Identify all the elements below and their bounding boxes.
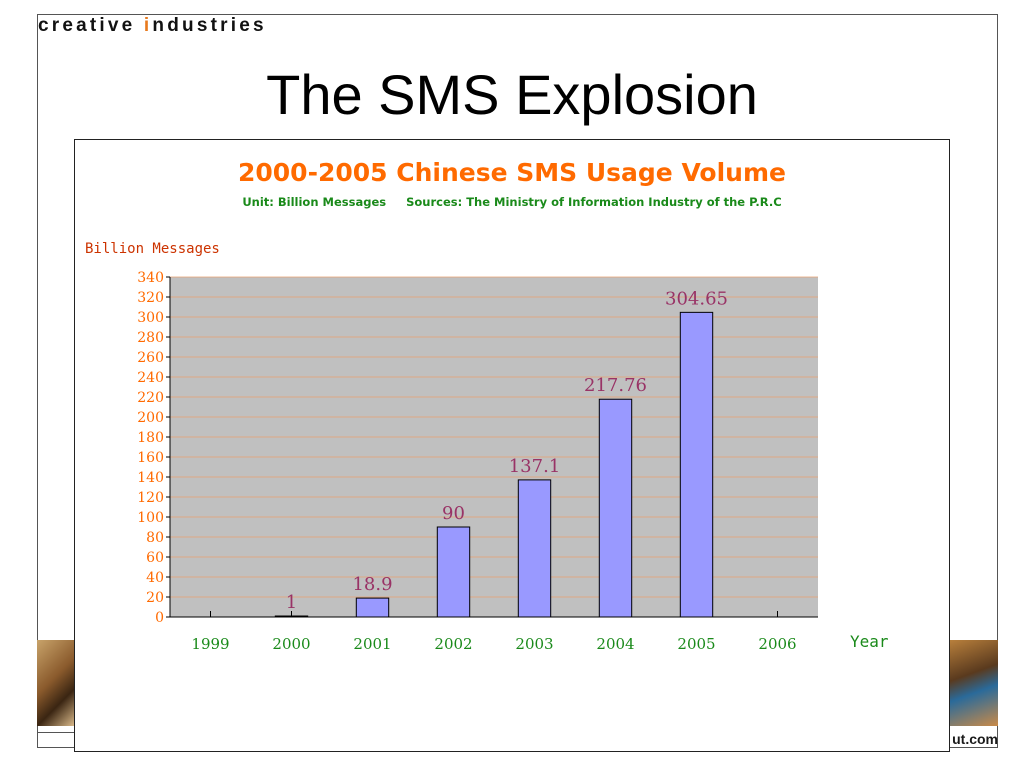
footer-url[interactable]: ut.com	[949, 731, 998, 749]
x-tick-label: 2004	[596, 635, 634, 653]
x-axis-label: Year	[850, 632, 889, 651]
y-tick-label: 240	[137, 370, 164, 386]
footer-divider	[37, 732, 74, 733]
plot-area	[170, 277, 818, 617]
y-axis-label: Billion Messages	[85, 241, 220, 257]
bar-2004	[598, 398, 633, 618]
y-tick-label: 40	[146, 570, 164, 586]
y-tick-label: 20	[146, 590, 164, 606]
y-tick-label: 280	[137, 330, 164, 346]
x-tick-label: 2005	[677, 635, 715, 653]
data-label-2005: 304.65	[665, 288, 728, 309]
y-tick-label: 300	[137, 310, 164, 326]
bar-chart: 0 20 40 60 80 100 120 140 160 180 200 220 240 260 280 3…	[85, 241, 889, 653]
y-tick-label: 60	[146, 550, 164, 566]
bar-2002	[436, 526, 471, 618]
data-label-2004: 217.76	[584, 375, 647, 396]
y-tick-label: 320	[137, 290, 164, 306]
y-tick-label: 220	[137, 390, 164, 406]
x-tick-label: 2002	[434, 635, 472, 653]
footer-url-text: ut.com	[952, 731, 998, 747]
y-tick-label: 160	[137, 450, 164, 466]
x-tick-label: 1999	[191, 635, 229, 653]
bar-2003	[517, 479, 552, 618]
bar-2005	[679, 311, 714, 618]
y-tick-label: 180	[137, 430, 164, 446]
brand-logo-text: creative industries	[38, 15, 267, 37]
brand-text-accent: i	[143, 15, 153, 36]
x-tick-label: 2001	[353, 635, 391, 653]
y-tick-label: 100	[137, 510, 164, 526]
decorative-photo-left	[37, 640, 74, 726]
chart-panel: 2000-2005 Chinese SMS Usage Volume Unit:…	[74, 139, 950, 752]
x-tick-label: 2000	[272, 635, 310, 653]
y-tick-label: 340	[137, 270, 164, 286]
x-tick-label: 2003	[515, 635, 553, 653]
data-label-2003: 137.1	[509, 456, 561, 477]
x-tick-label: 2006	[758, 635, 796, 653]
data-label-2000: 1	[286, 592, 297, 613]
y-tick-label: 80	[146, 530, 164, 546]
y-tick-label: 200	[137, 410, 164, 426]
bar-2000	[274, 615, 309, 618]
chart-subtitle: Unit: Billion Messages Sources: The Mini…	[242, 195, 782, 209]
bar-2001	[355, 597, 390, 618]
data-label-2002: 90	[442, 503, 465, 524]
chart-title: 2000-2005 Chinese SMS Usage Volume	[238, 158, 786, 187]
data-label-2001: 18.9	[352, 574, 392, 595]
slide-title: The SMS Explosion	[266, 63, 758, 126]
y-tick-label: 120	[137, 490, 164, 506]
decorative-photo-right	[949, 640, 998, 726]
y-tick-label: 140	[137, 470, 164, 486]
y-tick-label: 260	[137, 350, 164, 366]
brand-text-part1: creative	[38, 15, 144, 36]
brand-text-part2: ndustries	[152, 15, 267, 36]
y-tick-label: 0	[155, 610, 164, 626]
